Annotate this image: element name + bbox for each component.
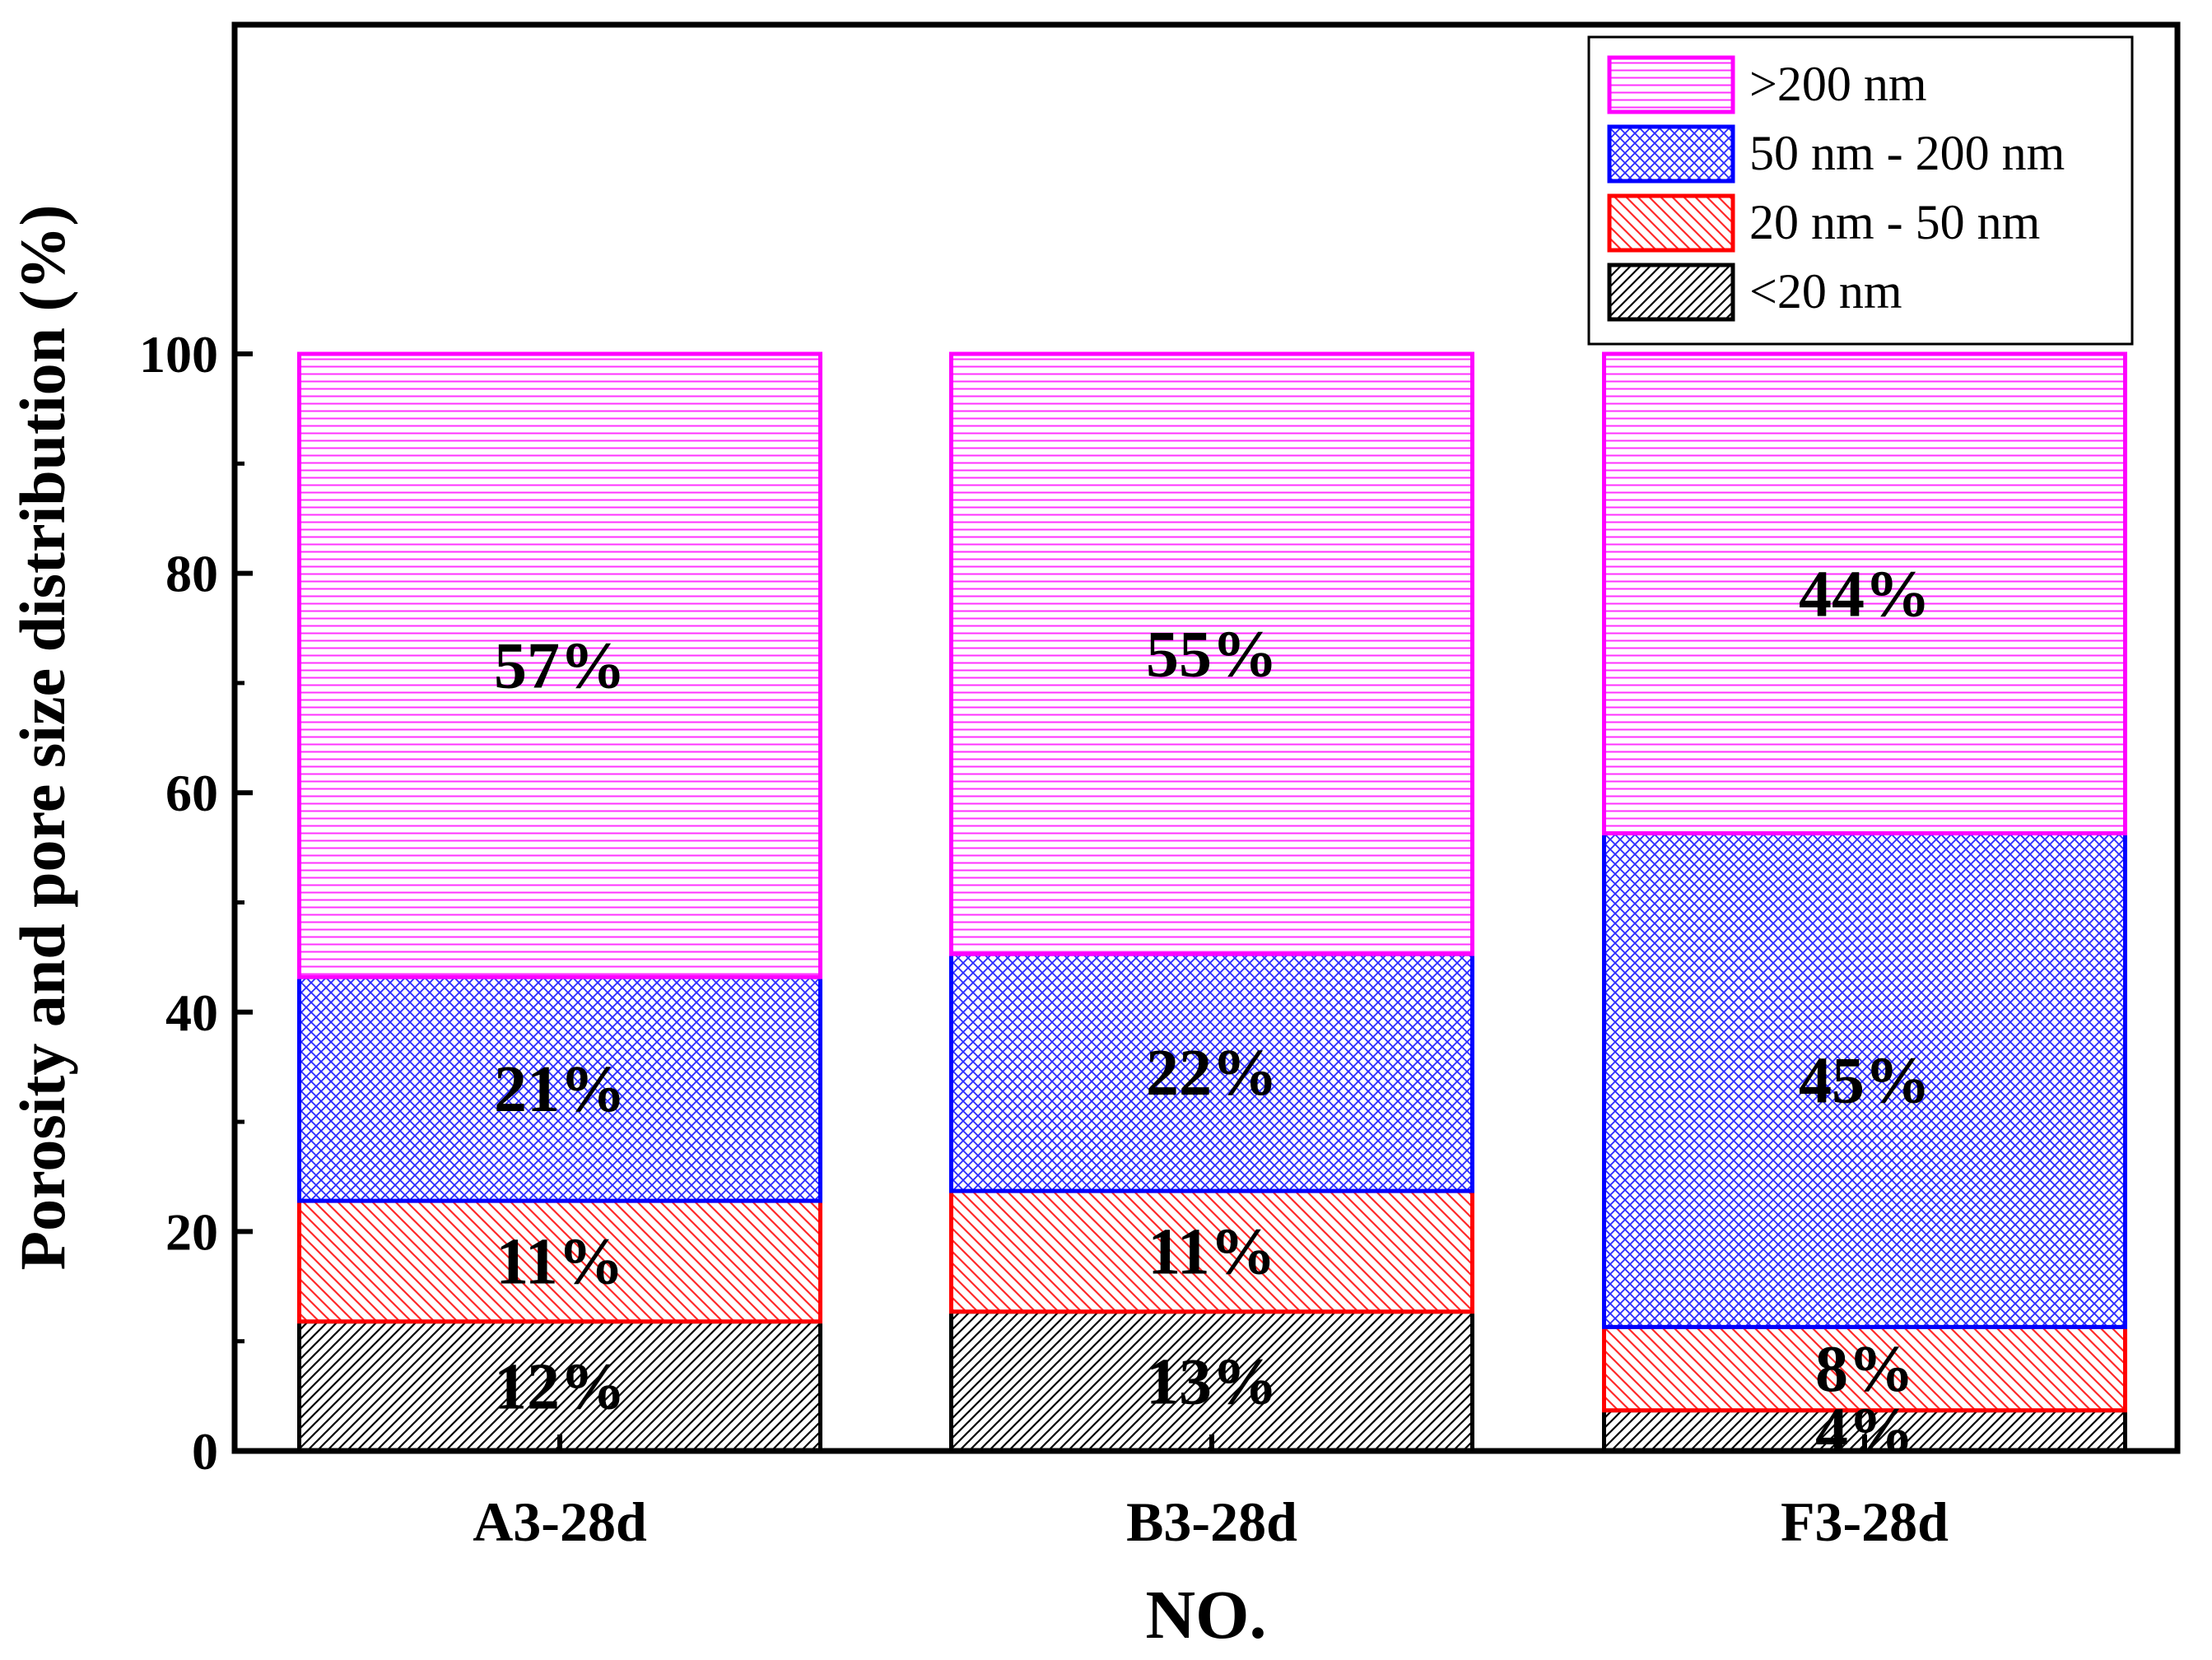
x-tick-label: F3-28d <box>1781 1490 1949 1553</box>
data-label: 11% <box>1148 1216 1276 1288</box>
data-label: 55% <box>1146 619 1278 691</box>
y-tick-label: 20 <box>165 1202 218 1261</box>
data-label: 11% <box>496 1225 624 1298</box>
bar-segment <box>297 1198 822 1324</box>
bar-segment <box>949 351 1474 956</box>
bar-segment <box>949 1188 1474 1314</box>
data-label: 45% <box>1799 1044 1930 1117</box>
legend: >200 nm 50 nm - 200 nm 20 nm - 50 nm <20 nm <box>1587 35 2134 346</box>
plot-frame <box>231 21 2181 1454</box>
data-labels-layer: 12% 11% 21% 57% 13% 11% 22% 55% 4%8% 45% 44% <box>494 558 1930 1467</box>
legend-swatch <box>1607 55 1735 114</box>
bar-segment <box>1602 1324 2127 1413</box>
legend-swatch <box>1607 263 1735 322</box>
bar-segment <box>1602 351 2127 836</box>
y-tick-label: 100 <box>139 325 218 384</box>
y-tick-label: 40 <box>165 983 218 1042</box>
legend-swatch <box>1607 193 1735 253</box>
bar-segment <box>1602 831 2127 1329</box>
data-label: 44% <box>1799 558 1930 630</box>
legend-label: <20 nm <box>1749 264 1902 319</box>
y-tick-label: 80 <box>165 545 218 603</box>
data-label: 4% <box>1815 1395 1914 1467</box>
y-tick-label: 60 <box>165 764 218 822</box>
data-label: 21% <box>494 1053 626 1126</box>
x-tick-label: A3-28d <box>473 1490 647 1553</box>
bar-segment <box>297 351 822 979</box>
data-label: 8% <box>1815 1333 1914 1406</box>
bar-segment <box>949 951 1474 1193</box>
y-axis-title: Porosity and pore size distribution (%) <box>7 205 78 1271</box>
data-label: 22% <box>1146 1037 1278 1109</box>
bar-segment <box>297 1319 822 1453</box>
y-axis: 0 20 40 60 80 100 <box>139 325 253 1481</box>
data-label: 12% <box>494 1351 626 1423</box>
legend-label: >200 nm <box>1749 57 1927 111</box>
legend-label: 50 nm - 200 nm <box>1749 126 2065 180</box>
y-tick-label: 0 <box>192 1422 218 1481</box>
x-axis: A3-28d B3-28d F3-28d <box>473 1434 1949 1553</box>
legend-swatch <box>1607 124 1735 184</box>
data-label: 13% <box>1146 1346 1278 1418</box>
bars-layer <box>297 351 2127 1453</box>
x-tick-label: B3-28d <box>1126 1490 1297 1553</box>
x-axis-title: NO. <box>1146 1577 1267 1653</box>
legend-label: 20 nm - 50 nm <box>1749 195 2040 249</box>
data-label: 57% <box>494 630 626 703</box>
